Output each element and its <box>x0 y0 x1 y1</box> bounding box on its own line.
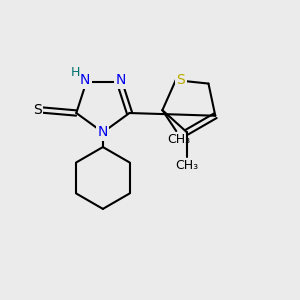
Text: S: S <box>176 73 185 87</box>
Text: N: N <box>116 73 126 87</box>
Text: N: N <box>98 125 108 139</box>
Text: CH₃: CH₃ <box>175 159 198 172</box>
Text: N: N <box>80 73 90 87</box>
Text: S: S <box>33 103 41 117</box>
Text: CH₃: CH₃ <box>168 133 191 146</box>
Text: H: H <box>70 66 80 79</box>
